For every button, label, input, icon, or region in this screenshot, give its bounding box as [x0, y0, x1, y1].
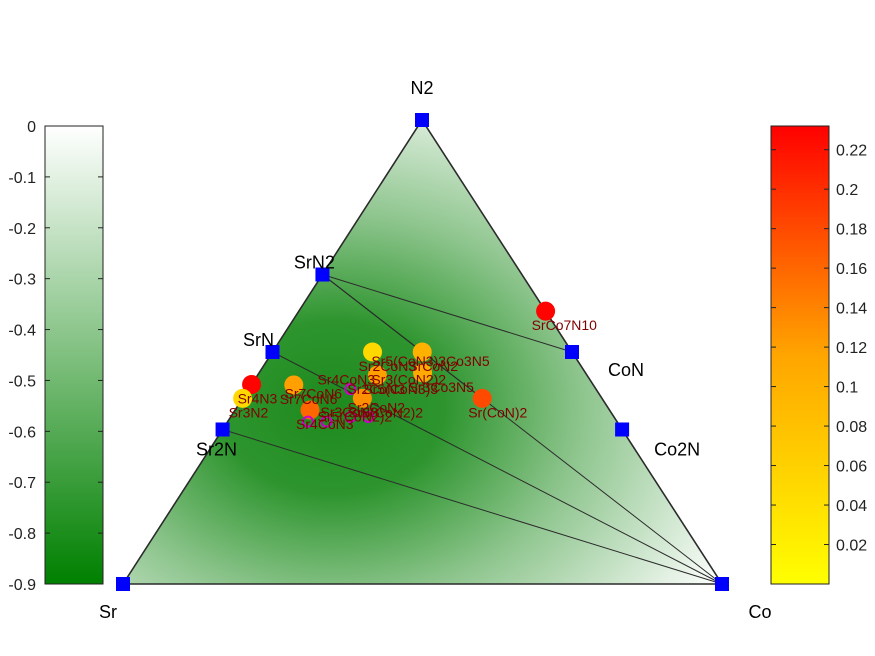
left-colorbar-tick-label: -0.8	[8, 526, 36, 543]
right-colorbar-tick-label: 0.16	[836, 261, 867, 278]
stable-point	[415, 113, 429, 127]
stable-phase-label: CoN	[608, 360, 644, 380]
left-colorbar: 0 -0.1 -0.2 -0.3 -0.4 -0.5 -0.6 -0.7 -0.8 -0.9	[8, 119, 104, 594]
right-colorbar-tick-label: 0.18	[836, 222, 867, 239]
stable-phase-points	[116, 113, 729, 591]
overlap-label: Sr3(CoN2)2	[371, 371, 446, 387]
right-colorbar-tick-label: 0.08	[836, 419, 867, 436]
overlap-label: Sr5(CoN2)2	[318, 409, 393, 425]
left-colorbar-gradient	[44, 125, 104, 585]
stable-point	[215, 422, 230, 437]
left-colorbar-tick-label: -0.9	[8, 577, 36, 594]
right-colorbar-tick-label: 0.14	[836, 301, 867, 318]
corner-label-left: Sr	[99, 602, 117, 622]
stable-phase-label: Sr2N	[196, 439, 237, 459]
left-colorbar-tick-label: -0.3	[8, 272, 36, 289]
unstable-point	[472, 388, 492, 408]
overlap-label: Sr2CoN3	[347, 381, 405, 397]
left-colorbar-tick-label: -0.2	[8, 221, 36, 238]
stable-point	[565, 345, 579, 359]
overlap-label: Sr4CoN3	[317, 371, 375, 387]
right-colorbar: 0.02 0.04 0.06 0.08 0.1 0.12 0.14 0.16 0.18 0.2 0.…	[770, 125, 867, 585]
stable-point	[265, 345, 280, 359]
right-colorbar-tick-label: 0.06	[836, 459, 867, 476]
magenta-point	[344, 410, 357, 423]
unstable-phase-label: Sr7CoN6	[280, 391, 338, 407]
left-colorbar-tick-label: -0.4	[8, 323, 36, 340]
left-colorbar-tick-label: -0.1	[8, 170, 36, 187]
right-colorbar-tick-label: 0.22	[836, 143, 867, 160]
right-colorbar-gradient	[770, 125, 830, 585]
tie-line	[272, 351, 723, 585]
left-colorbar-ticks: 0 -0.1 -0.2 -0.3 -0.4 -0.5 -0.6 -0.7 -0.8 -0.9	[8, 119, 103, 594]
unstable-phase-label: Sr2CoN3	[359, 358, 417, 374]
unstable-point	[412, 342, 432, 362]
right-colorbar-tick-label: 0.2	[836, 182, 858, 199]
magenta-points	[301, 383, 375, 428]
right-colorbar-ticks: 0.02 0.04 0.06 0.08 0.1 0.12 0.14 0.16 0.18 0.2 0.…	[771, 143, 867, 555]
magenta-point	[362, 410, 375, 423]
tie-line	[222, 429, 723, 585]
right-colorbar-tick-label: 0.02	[836, 538, 867, 555]
right-colorbar-tick-label: 0.12	[836, 340, 867, 357]
right-colorbar-tick-label: 0.04	[836, 498, 867, 515]
stable-phase-label: SrN	[243, 330, 274, 350]
overlap-label: Sr5(CoN3)3Co3N5	[371, 353, 489, 369]
magenta-point	[301, 415, 314, 428]
corner-labels: Sr Co	[99, 602, 772, 622]
unstable-phase-label: Sr4CoN3	[296, 416, 354, 432]
overlap-label: Sr7CoN6	[285, 385, 343, 401]
tie-line	[322, 274, 483, 399]
unstable-phase-points	[233, 301, 556, 420]
unstable-point	[363, 342, 383, 362]
magenta-point	[320, 415, 333, 428]
unstable-phase-label: SrCo7N10	[532, 317, 598, 333]
unstable-phase-label: Sr(CoN)2	[468, 404, 527, 420]
left-colorbar-tick-label: 0	[27, 119, 36, 136]
left-colorbar-tick-label: -0.7	[8, 475, 36, 492]
unstable-point	[300, 400, 320, 420]
stable-point	[615, 422, 630, 437]
unstable-phase-label: Sr3N2	[229, 404, 269, 420]
unstable-point	[367, 365, 387, 385]
overlap-label: Sr3CoN3	[320, 404, 378, 420]
magenta-point	[344, 383, 357, 396]
unstable-point	[536, 301, 556, 321]
stable-phase-label: N2	[410, 78, 433, 98]
unstable-point	[284, 375, 304, 395]
unstable-phase-label: Sr3(CoN2)2	[348, 404, 423, 420]
tie-line	[322, 274, 573, 353]
right-colorbar-tick-label: 0.1	[836, 380, 858, 397]
stable-point	[715, 577, 729, 591]
left-colorbar-tick-label: -0.6	[8, 424, 36, 441]
unstable-phase-label: Sr3Co3N5	[409, 379, 475, 395]
stable-phase-label: Co2N	[654, 439, 700, 459]
unstable-point	[233, 388, 253, 408]
stable-phase-labels: N2 SrN2 SrN Sr2N CoN Co2N	[196, 78, 700, 459]
tie-lines	[222, 274, 723, 585]
unstable-phase-labels: SrCo7N10 SrCoN2 Sr3Co3N5 Sr(CoN)2 Sr5(CoN3)3…	[229, 317, 598, 432]
unstable-phase-label: SrCoN2	[408, 358, 458, 374]
overlap-label: Sr2CoN2	[347, 399, 405, 415]
unstable-point	[242, 374, 262, 394]
left-colorbar-tick-label: -0.5	[8, 373, 36, 390]
unstable-phase-label: Sr4N3	[238, 390, 278, 406]
unstable-point	[413, 363, 433, 383]
unstable-phase-label: Sr5(CoN3)3	[363, 381, 438, 397]
unstable-point	[352, 388, 372, 408]
stable-point	[116, 577, 130, 591]
stable-point	[315, 267, 330, 282]
corner-label-right: Co	[748, 602, 771, 622]
stable-phase-label: SrN2	[294, 253, 335, 273]
